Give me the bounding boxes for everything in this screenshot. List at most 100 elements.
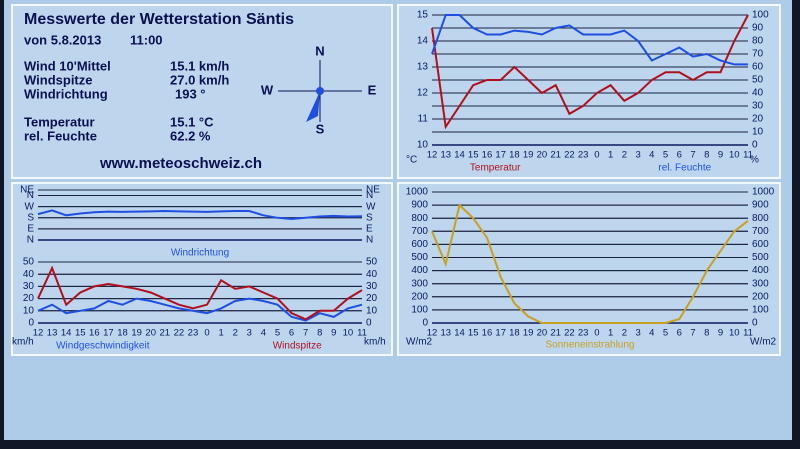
x-tick-label: 19 [523,328,534,339]
y-tick-label: 10 [752,127,764,138]
y-tick-label: 50 [23,257,35,268]
y-tick-label: 13 [417,62,429,73]
y-tick-label: 800 [411,213,428,224]
x-tick-label: 10 [343,328,354,339]
x-tick-label: 5 [663,328,668,339]
x-tick-label: 23 [578,150,589,161]
y-tick-label: N [366,190,373,201]
legend-label: Sonneneinstrahlung [546,340,635,351]
x-tick-label: 4 [261,328,266,339]
y-tick-label: 500 [752,252,769,263]
value: 15.1 km/h [170,58,229,73]
legend-label: rel. Feuchte [658,163,711,174]
x-tick-label: 6 [677,150,682,161]
x-tick-label: 4 [649,328,654,339]
y-tick-label: 200 [752,291,769,302]
x-tick-label: 11 [357,328,367,339]
x-tick-label: 19 [131,328,142,339]
x-tick-label: 8 [317,328,322,339]
x-tick-label: 4 [649,150,654,161]
y-tick-label: E [27,224,34,235]
x-tick-label: 13 [440,328,451,339]
y-tick-label: 100 [752,305,769,316]
y-tick-label: W [25,201,35,212]
legend-label: Windspitze [273,341,322,352]
value: 15.1 °C [170,114,214,129]
x-tick-label: 14 [454,150,465,161]
x-tick-label: 3 [635,328,640,339]
y-tick-label: 800 [752,213,769,224]
y-tick-label: 50 [752,75,764,86]
value: 27.0 km/h [170,72,229,87]
x-tick-label: 7 [303,328,308,339]
x-tick-label: 0 [204,328,209,339]
x-tick-label: 17 [495,150,506,161]
y-tick-label: S [27,212,34,223]
info: Messwerte der Wetterstation Säntis von 5… [24,11,377,172]
series-line [431,14,748,66]
y-tick-label: N [27,190,34,201]
y-tick-label: 1000 [406,187,429,198]
y-tick-label: 700 [411,226,428,237]
x-tick-label: 0 [594,328,599,339]
y-tick-label: 40 [366,269,378,280]
y-tick-label: 10 [417,140,429,151]
y-tick-label: 14 [417,36,429,47]
y-tick-label: 0 [422,318,428,329]
compass-letter: N [315,43,324,58]
y-tick-label: 600 [752,239,769,250]
compass-letter: W [261,82,274,97]
y-tick-label: 40 [23,269,35,280]
x-tick-label: 1 [608,150,613,161]
y-tick-label: 20 [366,293,378,304]
x-tick-label: 16 [482,328,493,339]
label: Windspitze [24,72,93,87]
y-axis-label: °C [406,155,417,166]
x-tick-label: 2 [622,328,627,339]
y-tick-label: 20 [752,114,764,125]
value: 193 ° [175,86,206,101]
x-tick-label: 10 [729,150,740,161]
x-tick-label: 9 [718,328,723,339]
x-tick-label: 1 [218,328,223,339]
y-tick-label: 100 [752,10,769,21]
x-tick-label: 21 [159,328,170,339]
x-tick-label: 15 [468,328,479,339]
x-tick-label: 23 [578,328,589,339]
x-tick-label: 18 [117,328,128,339]
x-tick-label: 12 [427,328,438,339]
x-tick-label: 22 [174,328,185,339]
x-tick-label: 13 [47,328,58,339]
y-tick-label: 20 [23,293,35,304]
legend-label: Windgeschwindigkeit [56,341,150,352]
x-tick-label: 1 [608,328,613,339]
x-tick-label: 6 [289,328,294,339]
y-tick-label: S [366,212,373,223]
y-tick-label: 300 [411,278,428,289]
y-tick-label: 70 [752,49,764,60]
y-tick-label: 0 [752,140,758,151]
label: rel. Feuchte [24,128,97,143]
legend-label: Temperatur [470,163,521,174]
chart-panel [397,182,781,356]
y-tick-label: 30 [366,281,378,292]
y-tick-label: 11 [418,114,429,125]
y-tick-label: 0 [366,318,372,329]
y-tick-label: 700 [752,226,769,237]
y-tick-label: NE [20,185,34,196]
compass-center [316,87,324,95]
y-tick-label: N [27,235,34,246]
x-tick-label: 7 [690,328,695,339]
x-tick-label: 19 [523,150,534,161]
x-tick-label: 21 [550,150,561,161]
y-tick-label: 15 [417,10,429,21]
date: von 5.8.2013 [24,32,101,47]
x-tick-label: 5 [275,328,280,339]
y-tick-label: 200 [411,291,428,302]
x-tick-label: 14 [454,328,465,339]
y-tick-label: W [366,201,376,212]
x-tick-label: 20 [537,328,548,339]
y-tick-label: 1000 [752,187,775,198]
title: Messwerte der Wetterstation Säntis [24,11,294,28]
series-line [37,297,363,322]
